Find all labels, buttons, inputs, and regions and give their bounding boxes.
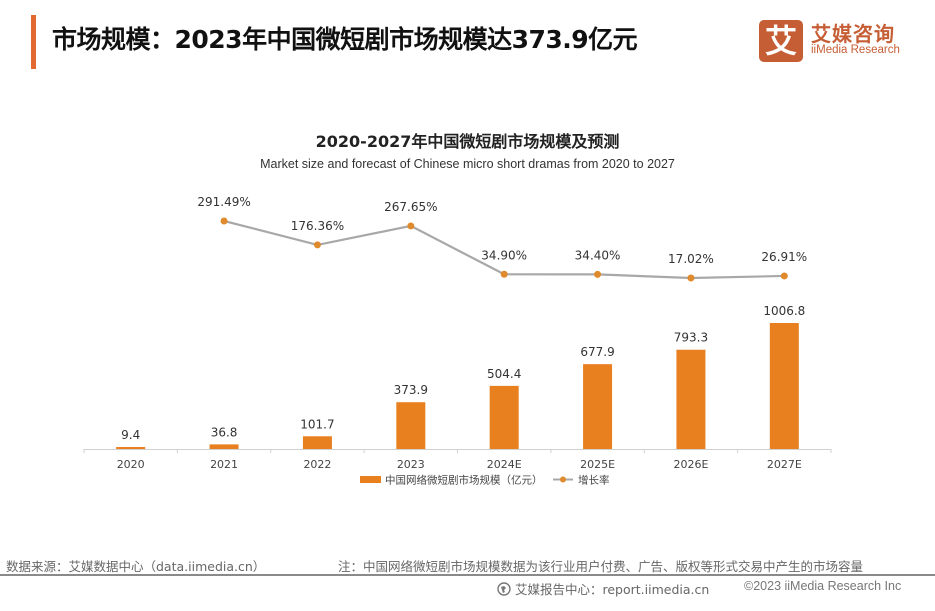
footer-copyright: ©2023 iiMedia Research Inc (744, 579, 902, 593)
growth-rate-label: 34.90% (481, 248, 527, 262)
growth-rate-point (313, 241, 321, 249)
x-tick-label: 2023 (397, 458, 425, 471)
x-tick-label: 2022 (303, 458, 331, 471)
growth-rate-label: 26.91% (761, 250, 807, 264)
bar-2023 (396, 402, 426, 449)
growth-rate-point (407, 222, 415, 230)
growth-line-layer: 291.49% 176.36% 267.65% 34.90% 34.40% 17.02% 2… (197, 195, 807, 282)
x-tick-label: 2021 (210, 458, 238, 471)
page-title: 市场规模：2023年中国微短剧市场规模达373.9亿元 (52, 25, 638, 54)
bar-value-label: 9.4 (121, 428, 140, 442)
bar-2024E (489, 385, 519, 449)
bar-value-label: 373.9 (394, 383, 428, 397)
footer-report-center: 艾媒报告中心：report.iimedia.cn (497, 579, 709, 598)
growth-rate-label: 34.40% (575, 248, 621, 262)
legend-line-marker-icon (560, 476, 566, 483)
x-tick-label: 2024E (487, 458, 522, 471)
bar-value-label: 793.3 (674, 331, 708, 345)
bar-value-label: 504.4 (487, 367, 521, 381)
chart-subtitle: Market size and forecast of Chinese micr… (260, 157, 675, 171)
bar-2020 (116, 447, 146, 449)
bars-layer: 9.4 36.8 101.7 373.9 504.4 677.9 793.3 1006.8 (116, 304, 805, 449)
growth-rate-point (594, 270, 602, 278)
growth-rate-label: 291.49% (197, 195, 250, 209)
bar-2027E (769, 323, 799, 449)
legend-bar-swatch (360, 476, 381, 483)
growth-rate-point (500, 270, 508, 278)
x-tick-label: 2026E (673, 458, 708, 471)
x-tick-label: 2020 (117, 458, 145, 471)
footer-note: 注：中国网络微短剧市场规模数据为该行业用户付费、广告、版权等形式交易中产生的市场… (338, 559, 864, 574)
footer-report-text: 艾媒报告中心：report.iimedia.cn (515, 582, 710, 597)
logo-name-en: iiMedia Research (811, 44, 900, 56)
title-accent-bar (31, 15, 36, 69)
x-tick-label: 2025E (580, 458, 615, 471)
legend-line-label: 增长率 (578, 474, 610, 487)
footer-divider (0, 574, 935, 576)
bar-value-label: 1006.8 (763, 304, 805, 318)
logo-name-cn: 艾媒咨询 (811, 22, 895, 46)
growth-rate-point (687, 274, 695, 282)
growth-rate-point (780, 272, 788, 280)
bar-value-label: 101.7 (300, 417, 334, 431)
x-axis: 2020 2021 2022 2023 2024E 2025E 2026E 2027E (83, 449, 832, 471)
bar-2026E (676, 349, 706, 449)
chart-title: 2020-2027年中国微短剧市场规模及预测 (315, 132, 620, 151)
legend-bar-label: 中国网络微短剧市场规模（亿元） (385, 474, 543, 487)
bar-value-label: 36.8 (211, 425, 238, 439)
legend: 中国网络微短剧市场规模（亿元） 增长率 (360, 474, 610, 487)
logo-mark-icon: 艾 (759, 20, 803, 62)
growth-rate-label: 176.36% (291, 219, 344, 233)
footer-source: 数据来源：艾媒数据中心（data.iimedia.cn） (6, 559, 266, 574)
bar-2022 (302, 436, 332, 449)
bar-2021 (209, 444, 239, 449)
globe-icon (497, 581, 511, 596)
x-tick-label: 2027E (767, 458, 802, 471)
brand-logo: 艾 艾媒咨询 iiMedia Research (759, 18, 929, 64)
growth-rate-point (220, 217, 228, 225)
bar-2025E (583, 364, 613, 449)
growth-rate-label: 267.65% (384, 200, 437, 214)
bar-value-label: 677.9 (580, 345, 614, 359)
growth-rate-label: 17.02% (668, 252, 714, 266)
